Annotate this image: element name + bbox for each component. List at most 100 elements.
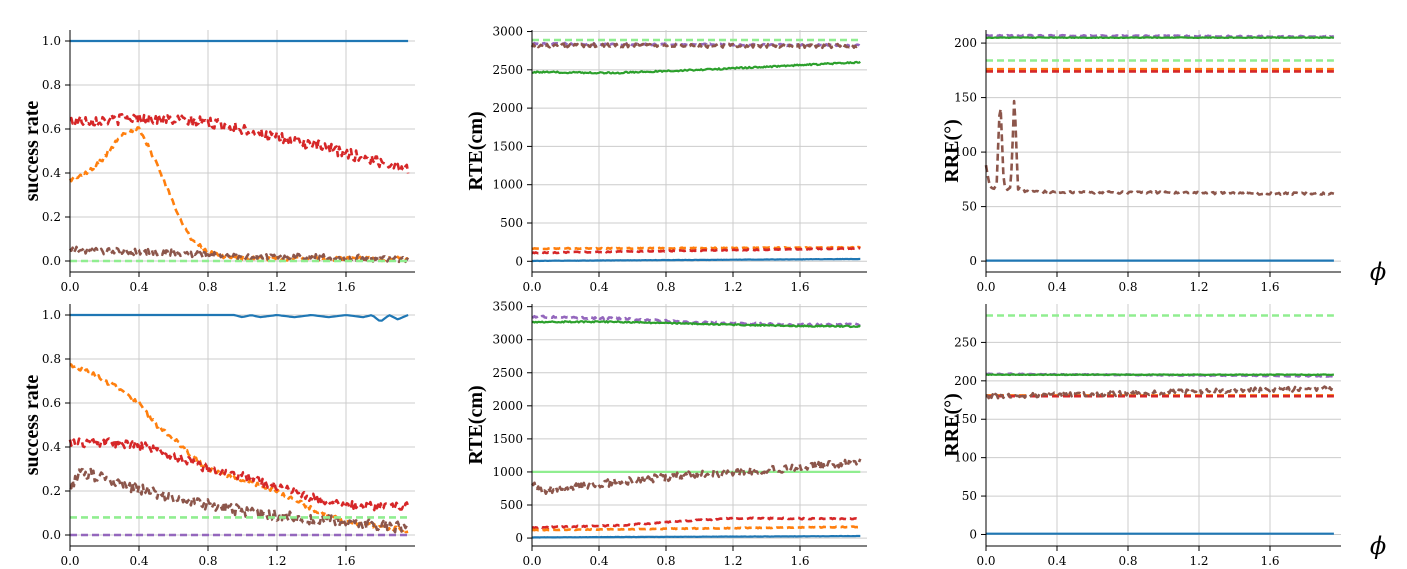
series-line-blue <box>70 313 409 322</box>
y-tick-label: 2500 <box>492 63 523 77</box>
x-tick-label: 0.8 <box>656 280 675 294</box>
x-tick-label: 0.4 <box>1047 554 1066 568</box>
series-line-green <box>531 320 861 329</box>
y-tick-label: 0.4 <box>42 166 61 180</box>
series-line-orange <box>531 525 861 532</box>
y-tick-label: 0.0 <box>42 254 61 268</box>
subplot-4: 0.0 0.4 0.8 1.2 1.6 0.0 0.2 0.4 0.6 0.8 1.0 success… <box>21 304 415 568</box>
subplot-5: 0.0 0.4 0.8 1.2 1.6 0 500 1000 1500 2000 2500 3000 3… <box>465 300 867 568</box>
series-line-orange <box>68 126 409 263</box>
y-tick-label: 200 <box>954 36 977 50</box>
series-line-red <box>69 112 410 174</box>
y-tick-label: 1000 <box>492 178 523 192</box>
y-tick-label: 2000 <box>492 399 523 413</box>
y-tick-label: 0 <box>969 527 977 541</box>
subplot-1: 0.0 0.4 0.8 1.2 1.6 0.0 0.2 0.4 0.6 0.8 1.0 success… <box>21 30 415 294</box>
x-tick-label: 0.8 <box>1118 554 1137 568</box>
y-tick-label: 0.2 <box>42 210 61 224</box>
series-line-brown <box>68 245 410 264</box>
y-tick-label: 1.0 <box>42 34 61 48</box>
y-axis-label: RTE(cm) <box>465 385 487 464</box>
series-line-orange <box>69 362 409 534</box>
series-line-brown <box>69 467 409 534</box>
x-tick-label: 0.0 <box>522 280 541 294</box>
y-tick-label: 500 <box>500 498 523 512</box>
y-tick-label: 0 <box>515 531 523 545</box>
y-tick-label: 1500 <box>492 432 523 446</box>
x-tick-label: 0.4 <box>589 554 608 568</box>
x-tick-label: 1.6 <box>790 554 809 568</box>
y-tick-label: 100 <box>954 451 977 465</box>
y-tick-label: 150 <box>954 91 977 105</box>
x-tick-label: 0.0 <box>976 554 995 568</box>
x-tick-label: 0.8 <box>1118 280 1137 294</box>
x-tick-label: 0.0 <box>60 280 79 294</box>
y-tick-label: 150 <box>954 412 977 426</box>
x-tick-label: 0.8 <box>198 280 217 294</box>
y-axis-label: RRE(°) <box>941 393 963 457</box>
y-tick-label: 1500 <box>492 139 523 153</box>
y-tick-label: 0.2 <box>42 484 61 498</box>
x-tick-label: 0.4 <box>129 554 148 568</box>
y-tick-label: 0.8 <box>42 352 61 366</box>
y-tick-label: 1000 <box>492 465 523 479</box>
x-tick-label: 1.6 <box>336 280 355 294</box>
y-tick-label: 0 <box>969 254 977 268</box>
y-axis-label: success rate <box>21 375 43 476</box>
y-tick-label: 0.6 <box>42 122 61 136</box>
x-tick-label: 1.2 <box>723 554 742 568</box>
x-tick-label: 1.6 <box>790 280 809 294</box>
y-tick-label: 1.0 <box>42 308 61 322</box>
y-axis-label: RTE(cm) <box>465 111 487 190</box>
subplot-6: 0.0 0.4 0.8 1.2 1.6 0 50 100 150 200 250 RRE(°) ϕ <box>941 304 1386 568</box>
series-line-brown <box>984 99 1335 196</box>
y-tick-label: 3000 <box>492 333 523 347</box>
series-line-brown <box>530 42 861 50</box>
subplot-2: 0.0 0.4 0.8 1.2 1.6 0 500 1000 1500 2000 2500 3000 R… <box>465 25 867 294</box>
subplot-3: 0.0 0.4 0.8 1.2 1.6 0 50 100 150 200 RRE(°) ϕ <box>941 30 1386 294</box>
x-tick-label: 1.6 <box>1260 554 1279 568</box>
y-tick-label: 3500 <box>492 300 523 314</box>
series-line-green <box>986 373 1334 377</box>
y-axis-label: RRE(°) <box>941 119 963 183</box>
series-line-blue <box>532 534 861 539</box>
x-tick-label: 0.0 <box>60 554 79 568</box>
x-tick-label: 0.0 <box>522 554 541 568</box>
y-tick-label: 0.8 <box>42 78 61 92</box>
series-line-brown <box>985 385 1335 400</box>
x-tick-label: 0.8 <box>656 554 675 568</box>
series-line-red <box>531 516 861 530</box>
series-line-orange <box>531 245 861 251</box>
y-tick-label: 0 <box>515 254 523 268</box>
x-tick-label: 1.2 <box>723 280 742 294</box>
x-axis-phi-label: ϕ <box>1370 258 1386 286</box>
y-tick-label: 0.0 <box>42 528 61 542</box>
series-line-brown <box>530 458 862 496</box>
y-tick-label: 100 <box>954 145 977 159</box>
x-tick-label: 0.0 <box>976 280 995 294</box>
series-line-blue <box>532 257 861 263</box>
y-tick-label: 500 <box>500 216 523 230</box>
y-axis-label: success rate <box>21 101 43 202</box>
x-tick-label: 1.2 <box>267 280 286 294</box>
y-tick-label: 2500 <box>492 366 523 380</box>
y-tick-label: 2000 <box>492 101 523 115</box>
x-tick-label: 0.4 <box>129 280 148 294</box>
x-tick-label: 1.2 <box>1189 554 1208 568</box>
series-line-red <box>68 437 410 512</box>
series-line-green <box>531 60 861 75</box>
x-tick-label: 0.8 <box>198 554 217 568</box>
x-tick-label: 1.6 <box>1260 280 1279 294</box>
x-tick-label: 0.4 <box>1047 280 1066 294</box>
y-tick-label: 50 <box>962 200 977 214</box>
y-tick-label: 0.4 <box>42 440 61 454</box>
y-tick-label: 3000 <box>492 25 523 39</box>
series-line-red <box>531 246 861 255</box>
x-tick-label: 1.2 <box>267 554 286 568</box>
x-tick-label: 1.6 <box>336 554 355 568</box>
series-line-purple <box>985 33 1335 39</box>
y-tick-label: 250 <box>954 335 977 349</box>
x-tick-label: 1.2 <box>1189 280 1208 294</box>
y-tick-label: 200 <box>954 374 977 388</box>
y-tick-label: 0.6 <box>42 396 61 410</box>
